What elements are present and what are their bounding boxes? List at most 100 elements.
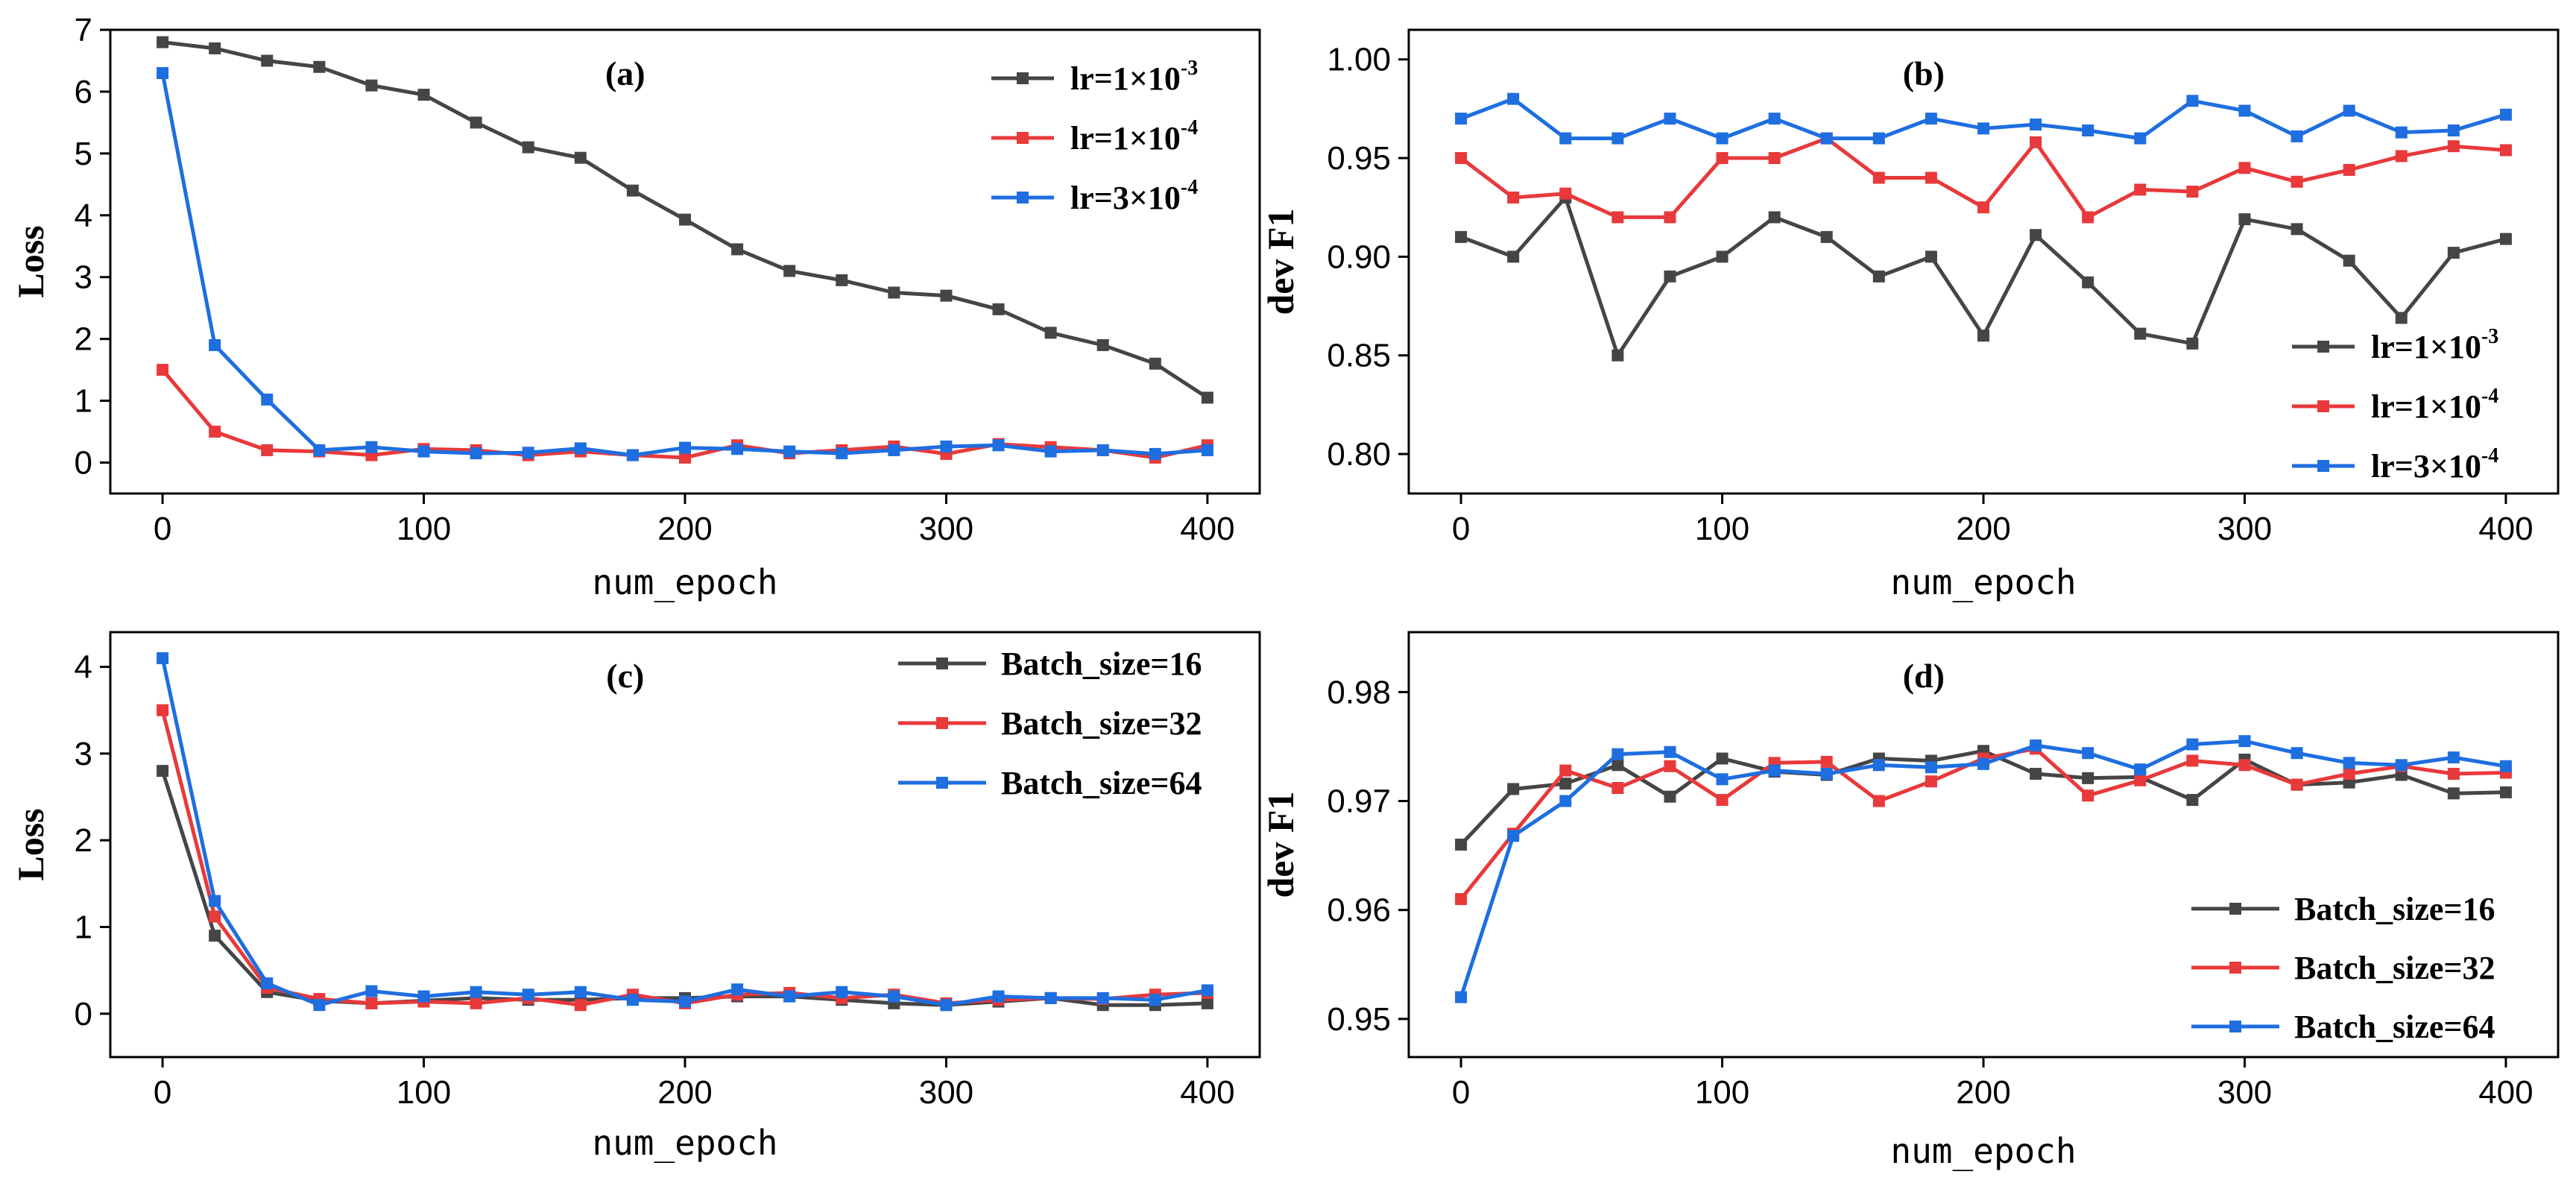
- data-point: [992, 439, 1005, 452]
- data-point: [1201, 984, 1213, 997]
- legend-swatch-marker: [2229, 903, 2241, 915]
- legend-item: lr=1×10-4: [2292, 385, 2498, 425]
- data-point: [1925, 761, 1937, 774]
- x-tick-label: 300: [919, 1074, 973, 1111]
- legend-item: lr=1×10-3: [2292, 325, 2498, 365]
- y-tick-label: 4: [75, 198, 92, 234]
- data-point: [522, 988, 534, 1001]
- x-axis-title: num_epoch: [1890, 1131, 2076, 1171]
- data-point: [157, 36, 169, 48]
- x-tick-label: 100: [1695, 511, 1749, 547]
- data-point: [2499, 108, 2512, 121]
- data-point: [992, 990, 1005, 1003]
- x-axis-title: num_epoch: [592, 562, 777, 602]
- data-point: [1559, 764, 1572, 777]
- series-3: [1455, 735, 2512, 1003]
- data-point: [2395, 312, 2408, 324]
- data-point: [2291, 223, 2303, 236]
- x-tick-label: 100: [397, 511, 451, 547]
- data-point: [1149, 357, 1161, 370]
- data-point: [1611, 759, 1624, 772]
- y-tick-label: 4: [75, 649, 92, 686]
- data-point: [1977, 329, 1989, 342]
- data-point: [679, 213, 691, 226]
- data-point: [2030, 768, 2042, 780]
- legend-item: lr=1×10-4: [991, 116, 1198, 157]
- data-point: [313, 999, 326, 1012]
- data-point: [679, 451, 691, 464]
- data-point: [2030, 119, 2042, 131]
- data-point: [470, 997, 482, 1009]
- data-point: [783, 265, 796, 277]
- data-point: [2343, 163, 2355, 176]
- y-tick-label: 3: [75, 259, 92, 296]
- data-point: [1664, 745, 1676, 758]
- data-point: [1872, 171, 1885, 184]
- plot-frame: [1407, 631, 2560, 1059]
- data-point: [157, 765, 169, 778]
- data-point: [888, 286, 900, 299]
- data-point: [470, 116, 482, 129]
- legend-item: Batch_size=16: [898, 646, 1202, 682]
- data-point: [261, 393, 274, 406]
- data-point: [209, 338, 221, 351]
- data-point: [261, 54, 274, 67]
- data-point: [1664, 790, 1676, 803]
- legend: lr=1×10-3 lr=1×10-4 lr=3×10-4: [2292, 325, 2498, 485]
- legend-item: Batch_size=16: [2191, 891, 2495, 927]
- data-point: [626, 449, 639, 461]
- legend-swatch-marker: [2317, 400, 2329, 412]
- data-point: [1611, 349, 1624, 362]
- data-point: [2499, 786, 2512, 798]
- data-point: [2499, 760, 2512, 772]
- legend: lr=1×10-3 lr=1×10-4 lr=3×10-4: [991, 57, 1198, 216]
- data-point: [679, 441, 691, 454]
- data-point: [626, 994, 639, 1006]
- y-tick-label: 1: [75, 909, 92, 946]
- y-tick-label: 0.80: [1327, 436, 1391, 473]
- legend-label: lr=1×10-3: [1070, 57, 1198, 97]
- data-point: [731, 443, 744, 455]
- legend-swatch-marker: [936, 777, 948, 789]
- series-line: [160, 710, 1208, 1007]
- legend: Batch_size=16 Batch_size=32 Batch_size=64: [2191, 891, 2495, 1045]
- x-tick-label: 0: [154, 1074, 171, 1111]
- x-tick-label: 400: [1180, 1074, 1234, 1111]
- y-tick-label: 0.85: [1327, 338, 1391, 374]
- y-tick-label: 5: [75, 136, 92, 172]
- x-axis-title: num_epoch: [592, 1123, 777, 1163]
- data-point: [2082, 211, 2094, 224]
- x-tick-label: 300: [2217, 511, 2272, 547]
- series-2: [1455, 132, 2512, 224]
- data-point: [1872, 795, 1885, 807]
- data-point: [365, 441, 378, 453]
- data-point: [2186, 337, 2199, 350]
- y-axis-title: dev F1: [1260, 791, 1301, 898]
- data-point: [1201, 997, 1213, 1009]
- data-point: [1096, 338, 1109, 351]
- data-point: [522, 141, 534, 154]
- y-tick-label: 1.00: [1327, 42, 1391, 78]
- legend-label: lr=3×10-4: [2371, 444, 2498, 485]
- data-point: [1716, 794, 1729, 807]
- legend-label: Batch_size=16: [2294, 891, 2495, 927]
- series-3: [157, 652, 1213, 1012]
- legend-label: Batch_size=16: [1001, 646, 1202, 682]
- data-point: [1455, 893, 1468, 906]
- legend-item: Batch_size=64: [898, 765, 1202, 801]
- x-tick-label: 0: [1452, 511, 1470, 547]
- data-point: [1507, 250, 1520, 263]
- x-tick-label: 400: [2478, 511, 2533, 547]
- data-point: [1872, 759, 1885, 772]
- data-point: [2082, 789, 2094, 802]
- series-2: [157, 704, 1213, 1012]
- x-tick-label: 400: [1180, 511, 1234, 547]
- data-point: [2343, 104, 2355, 117]
- data-point: [888, 444, 900, 456]
- legend-item: lr=1×10-3: [991, 57, 1198, 97]
- data-point: [574, 151, 587, 164]
- data-point: [1768, 152, 1781, 165]
- legend-swatch-marker: [936, 717, 948, 729]
- data-point: [2030, 740, 2042, 751]
- data-point: [1044, 445, 1057, 458]
